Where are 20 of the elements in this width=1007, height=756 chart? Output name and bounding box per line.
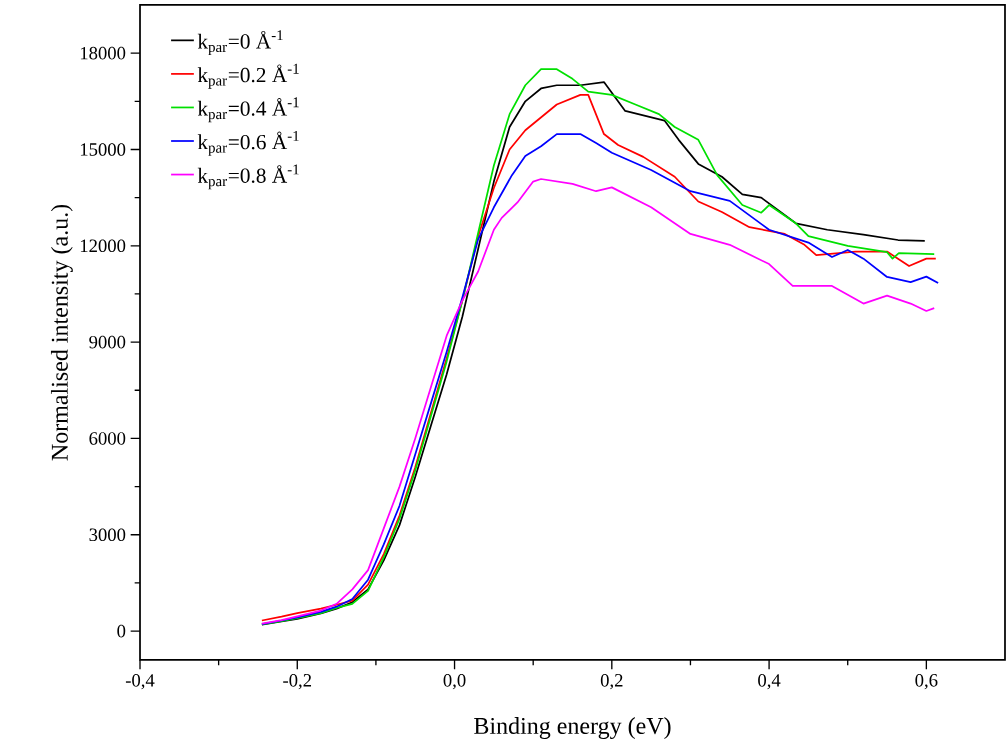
y-tick-label: 0	[117, 624, 126, 638]
x-axis-title: Binding energy (eV)	[474, 717, 671, 739]
legend-label: k$_{par}$=0.8 Å$^{-1}$	[197, 164, 299, 190]
y-tick-label: 6000	[89, 432, 126, 445]
x-tick-label: 0,2	[600, 674, 623, 690]
legend-label: k$_{par}$=0.6 Å$^{-1}$	[197, 130, 299, 156]
y-tick-label: 3000	[89, 528, 126, 542]
y-tick-label: 9000	[89, 335, 126, 349]
y-axis-title: Normalised intensity (a.u.)	[50, 204, 73, 461]
x-tick-label: -0,4	[125, 674, 155, 690]
x-tick-label: 0,0	[443, 674, 466, 690]
legend-label: k$_{par}$=0.4 Å$^{-1}$	[197, 97, 299, 123]
x-tick-label: 0,4	[758, 674, 781, 690]
x-tick-label: -0,2	[283, 674, 312, 690]
y-tick-label: 12000	[80, 239, 126, 253]
y-tick-label: 18000	[80, 46, 126, 60]
legend-label: k$_{par}$=0.2 Å$^{-1}$	[197, 63, 299, 89]
legend-label: k$_{par}$=0 Å$^{-1}$	[197, 30, 283, 56]
y-tick-label: 15000	[80, 143, 126, 156]
x-tick-label: 0,6	[915, 674, 938, 690]
